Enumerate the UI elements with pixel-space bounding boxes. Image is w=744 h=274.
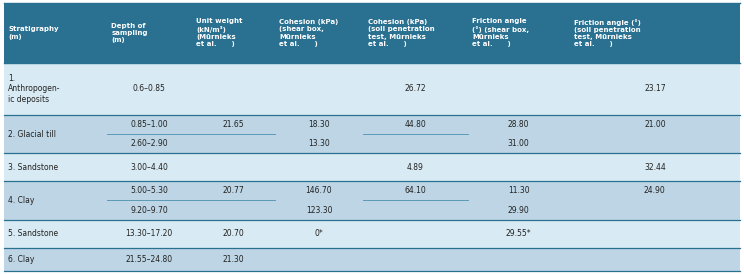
Text: Friction angle (°)
(soil penetration
test, Mūrnieks
et al.      ): Friction angle (°) (soil penetration tes…: [574, 19, 641, 47]
Text: 26.72: 26.72: [405, 84, 426, 93]
Text: 21.55–24.80: 21.55–24.80: [126, 255, 173, 264]
Text: 21.00: 21.00: [644, 120, 666, 129]
Text: 4.89: 4.89: [407, 163, 424, 172]
Text: 2.60–2.90: 2.60–2.90: [130, 139, 168, 148]
Text: 123.30: 123.30: [306, 206, 333, 215]
Text: 146.70: 146.70: [306, 186, 333, 195]
Text: 20.77: 20.77: [222, 186, 244, 195]
Text: 29.90: 29.90: [507, 206, 530, 215]
Text: 3. Sandstone: 3. Sandstone: [8, 163, 58, 172]
Text: 23.17: 23.17: [644, 84, 666, 93]
Text: Stratigraphy
(m): Stratigraphy (m): [8, 26, 59, 39]
Text: 32.44: 32.44: [644, 163, 666, 172]
Text: 5.00–5.30: 5.00–5.30: [130, 186, 168, 195]
Text: 4. Clay: 4. Clay: [8, 196, 34, 205]
Text: 3.00–4.40: 3.00–4.40: [130, 163, 168, 172]
Text: 5. Sandstone: 5. Sandstone: [8, 229, 58, 238]
Text: 21.65: 21.65: [222, 120, 244, 129]
Text: 0.85–1.00: 0.85–1.00: [130, 120, 168, 129]
Bar: [4, 3, 740, 63]
Text: 1.
Anthropogen-
ic deposits: 1. Anthropogen- ic deposits: [8, 74, 61, 104]
Text: 24.90: 24.90: [644, 186, 666, 195]
Text: 0*: 0*: [315, 229, 324, 238]
Text: Unit weight
(kN/m³)
(Mūrnieks
et al.      ): Unit weight (kN/m³) (Mūrnieks et al. ): [196, 18, 243, 47]
Text: 21.30: 21.30: [222, 255, 244, 264]
Text: 29.55*: 29.55*: [506, 229, 531, 238]
Text: 20.70: 20.70: [222, 229, 244, 238]
Text: Cohesion (kPa)
(shear box,
Mūrnieks
et al.      ): Cohesion (kPa) (shear box, Mūrnieks et a…: [279, 19, 339, 47]
Text: Friction angle
(°) (shear box,
Mūrnieks
et al.      ): Friction angle (°) (shear box, Mūrnieks …: [472, 18, 529, 47]
Text: 64.10: 64.10: [405, 186, 426, 195]
Bar: [4, 63, 740, 115]
Text: 31.00: 31.00: [507, 139, 530, 148]
Bar: [4, 248, 740, 271]
Bar: [4, 219, 740, 248]
Text: 13.30–17.20: 13.30–17.20: [126, 229, 173, 238]
Text: 11.30: 11.30: [507, 186, 530, 195]
Text: Cohesion (kPa)
(soil penetration
test, Mūrnieks
et al.      ): Cohesion (kPa) (soil penetration test, M…: [368, 19, 434, 47]
Text: 0.6–0.85: 0.6–0.85: [132, 84, 166, 93]
Text: 18.30: 18.30: [308, 120, 330, 129]
Text: 9.20–9.70: 9.20–9.70: [130, 206, 168, 215]
Text: 44.80: 44.80: [405, 120, 426, 129]
Text: 13.30: 13.30: [308, 139, 330, 148]
Bar: [4, 181, 740, 219]
Text: 28.80: 28.80: [508, 120, 529, 129]
Text: Depth of
sampling
(m): Depth of sampling (m): [112, 23, 148, 43]
Bar: [4, 153, 740, 181]
Text: 2. Glacial till: 2. Glacial till: [8, 130, 57, 138]
Bar: [4, 115, 740, 153]
Text: 6. Clay: 6. Clay: [8, 255, 34, 264]
